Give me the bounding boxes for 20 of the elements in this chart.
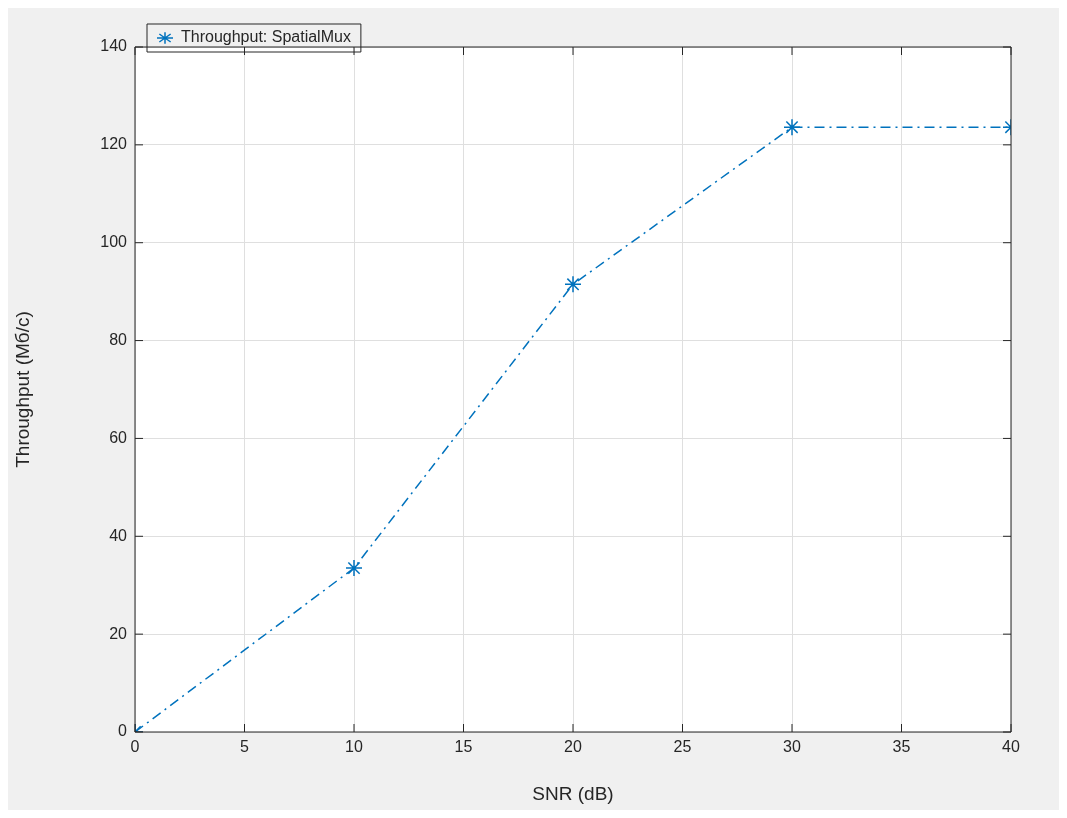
y-tick-label: 0 <box>118 722 128 740</box>
y-tick-label: 20 <box>109 624 128 642</box>
y-tick-label: 120 <box>100 135 128 153</box>
x-tick-label: 20 <box>564 738 582 756</box>
y-tick-label: 140 <box>100 37 128 55</box>
y-tick-label: 100 <box>100 233 128 251</box>
x-tick-label: 30 <box>783 738 801 756</box>
x-axis-title: SNR (dB) <box>532 782 614 804</box>
legend-label: Throughput: SpatialMux <box>181 28 351 46</box>
x-tick-label: 40 <box>1002 738 1020 756</box>
y-tick-label: 60 <box>109 428 128 446</box>
y-tick-label: 40 <box>109 526 128 544</box>
y-axis-title: Throughput (Мб/с) <box>11 311 33 468</box>
y-tick-label: 80 <box>109 330 128 348</box>
x-tick-label: 25 <box>673 738 692 756</box>
x-tick-label: 5 <box>240 738 250 756</box>
x-tick-label: 35 <box>892 738 911 756</box>
x-tick-label: 0 <box>130 738 140 756</box>
x-tick-label: 15 <box>454 738 473 756</box>
x-tick-label: 10 <box>345 738 363 756</box>
